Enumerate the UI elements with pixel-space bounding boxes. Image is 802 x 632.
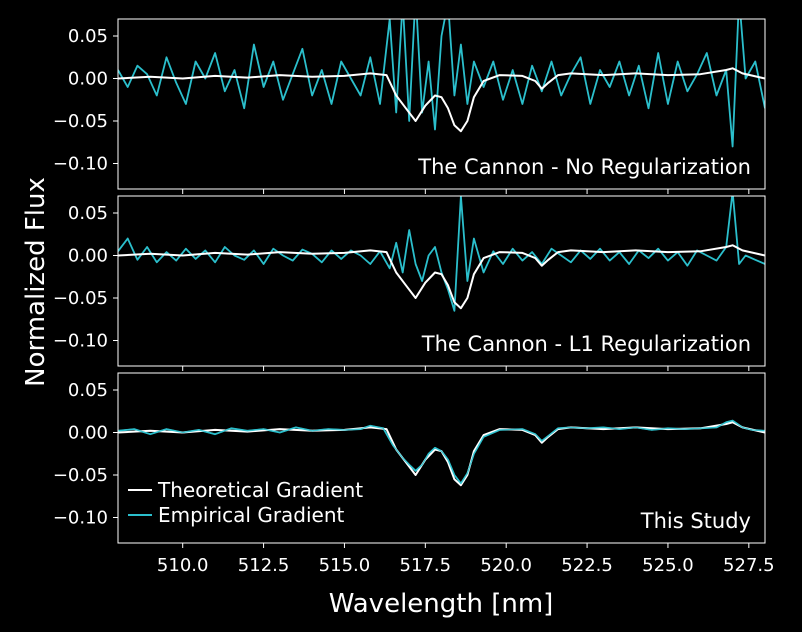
y-tick-label: 0.05 — [68, 203, 108, 224]
x-tick-label: 527.5 — [723, 555, 775, 576]
x-tick-label: 525.0 — [642, 555, 694, 576]
panel-frame — [117, 372, 766, 544]
theoretical-gradient-line — [118, 67, 765, 133]
empirical-gradient-line — [118, 19, 765, 148]
y-axis-label: Normalized Flux — [21, 177, 51, 387]
legend-label: Theoretical Gradient — [157, 478, 363, 502]
x-axis-ticks: 510.0 512.5 515.0 517.5 520.0 522.5 525.0 527.5 — [157, 555, 775, 576]
panel-series — [118, 19, 765, 148]
y-tick-label: −0.10 — [53, 331, 108, 352]
x-tick-label: 512.5 — [238, 555, 290, 576]
panel-frame — [117, 195, 766, 367]
y-tick-label: 0.05 — [68, 380, 108, 401]
panel-3: 0.05 0.00 −0.05 −0.10 This Study Theoretical … — [53, 372, 766, 548]
empirical-gradient-line-overlay — [118, 419, 765, 485]
y-tick-label: −0.10 — [53, 508, 108, 529]
x-tick-label: 522.5 — [561, 555, 613, 576]
legend-label: Empirical Gradient — [158, 503, 345, 527]
panel-label: This Study — [640, 509, 751, 533]
panel-1: 0.05 0.00 −0.05 −0.10 The Cannon - No Regula… — [53, 18, 766, 194]
panel-frame — [117, 18, 766, 190]
x-tick-label: 510.0 — [157, 555, 209, 576]
y-tick-label: 0.00 — [68, 69, 108, 90]
y-tick-label: −0.05 — [53, 465, 108, 486]
empirical-gradient-line — [118, 196, 765, 312]
y-tick-label: −0.05 — [53, 288, 108, 309]
panel-series — [118, 419, 765, 487]
x-tick-label: 520.0 — [480, 555, 532, 576]
y-tick-label: 0.05 — [68, 26, 108, 47]
x-axis-label: Wavelength [nm] — [329, 589, 554, 619]
x-tick-label: 517.5 — [400, 555, 452, 576]
panel-2: 0.05 0.00 −0.05 −0.10 The Cannon - L1 Regula… — [53, 195, 766, 371]
y-tick-label: 0.00 — [68, 423, 108, 444]
y-tick-label: −0.10 — [53, 154, 108, 175]
y-tick-label: 0.00 — [68, 246, 108, 267]
panels: 0.05 0.00 −0.05 −0.10 The Cannon - No Regula… — [53, 18, 766, 548]
y-tick-label: −0.05 — [53, 111, 108, 132]
panel-series — [118, 196, 765, 312]
panel-label: The Cannon - L1 Regularization — [421, 332, 751, 356]
x-tick-label: 515.0 — [319, 555, 371, 576]
theoretical-gradient-line — [118, 244, 765, 310]
panel-label: The Cannon - No Regularization — [417, 155, 751, 179]
